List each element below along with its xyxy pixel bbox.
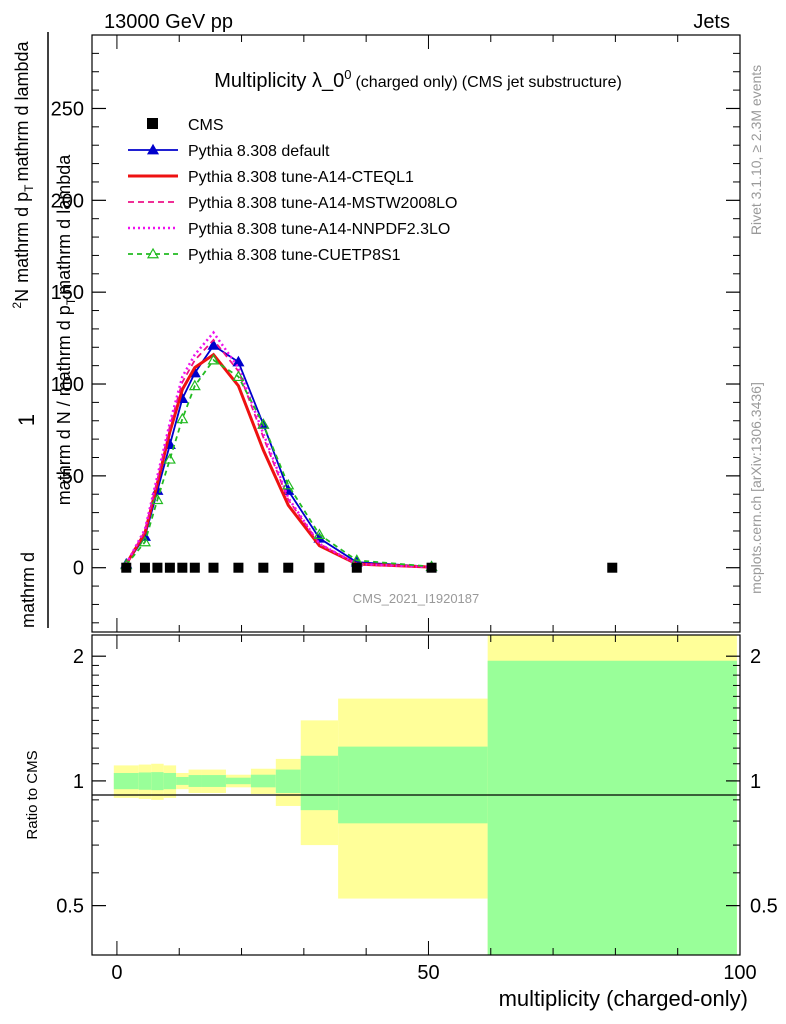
ratio-band-green-9: [275, 769, 301, 793]
ytick-label-1: 50: [62, 466, 84, 488]
series-5-point-3: [163, 453, 176, 464]
series-line-1: [125, 344, 432, 568]
ratio-band-green-11: [338, 746, 488, 824]
cms-point-4: [177, 562, 188, 573]
series-1-point-6: [207, 339, 220, 350]
legend-item-3: Pythia 8.308 tune-A14-MSTW2008LO: [128, 195, 457, 212]
legend-label-5: Pythia 8.308 tune-CUETP8S1: [188, 247, 401, 264]
series-5-point-5: [188, 379, 201, 391]
legend-marker-cms: [147, 118, 158, 129]
plot-title: Multiplicity λ_00 (charged only) (CMS jet …: [214, 67, 622, 92]
cms-point-3: [164, 562, 175, 573]
cms-point-2: [152, 562, 163, 573]
series-5-point-8: [257, 418, 270, 429]
ratio-ytick-label-left-2: 2: [73, 646, 84, 668]
xtick-label-2: 100: [723, 962, 756, 984]
main-frame: [91, 34, 741, 633]
series-5-point-1: [138, 535, 151, 547]
ratio-band-green-4: [176, 776, 189, 785]
ratio-band-green-3: [163, 772, 177, 790]
rivet-label: Rivet 3.1.10, ≥ 2.3M events: [748, 65, 764, 235]
ratio-ytick-label-right-0: 0.5: [750, 896, 778, 918]
ytick-label-0: 0: [73, 558, 84, 580]
ratio-ytick-label-right-2: 2: [750, 646, 761, 668]
series-5-point-7: [232, 370, 245, 382]
ratio-band-green-6: [201, 775, 226, 787]
x-axis-label: multiplicity (charged-only): [499, 986, 748, 1011]
legend-label-4: Pythia 8.308 tune-A14-NNPDF2.3LO: [188, 221, 450, 238]
ratio-band-green-12: [487, 660, 737, 955]
watermark: CMS_2021_I1920187: [353, 591, 480, 606]
ratio-ytick-label-left-0: 0.5: [56, 896, 84, 918]
legend-item-1: Pythia 8.308 default: [128, 143, 330, 160]
ratio-band-green-7: [225, 777, 251, 785]
cms-point-9: [283, 562, 294, 573]
ratio-ytick-label-left-1: 1: [73, 771, 84, 793]
legend-item-5: Pythia 8.308 tune-CUETP8S1: [128, 247, 401, 264]
legend-marker-1: [146, 143, 160, 155]
series-5-point-10: [313, 528, 326, 539]
header-right: Jets: [693, 11, 730, 33]
legend: CMS Pythia 8.308 default Pythia 8.308 tune…: [128, 117, 457, 264]
ratio-axis-ticks: 0.5 0.5 1 1 2 2 0 50 100: [56, 635, 778, 984]
ytick-label-5: 250: [51, 98, 84, 120]
ratio-band-green-10: [300, 755, 339, 811]
ratio-band-green-0: [113, 772, 139, 790]
series-line-2: [124, 352, 432, 569]
ytick-label-3: 150: [51, 282, 84, 304]
cms-point-10: [314, 562, 325, 573]
ratio-ytick-label-right-1: 1: [750, 771, 761, 793]
header-left: 13000 GeV pp: [104, 11, 233, 33]
ratio-band-green-2: [151, 772, 164, 791]
cms-point-5: [189, 562, 200, 573]
svg-text:2Nmathrm d pTmathrm d lambda: 2Nmathrm d pTmathrm d lambda: [10, 40, 36, 308]
main-series: [120, 330, 618, 573]
series-5-point-4: [176, 412, 189, 424]
series-1-point-7: [232, 355, 245, 367]
legend-label-1: Pythia 8.308 default: [188, 143, 330, 160]
ratio-band-green-8: [250, 774, 276, 788]
legend-item-4: Pythia 8.308 tune-A14-NNPDF2.3LO: [128, 221, 450, 238]
cms-point-6: [208, 562, 219, 573]
ytick-label-4: 200: [51, 190, 84, 212]
ratio-band-green-1: [138, 772, 152, 790]
legend-label-3: Pythia 8.308 tune-A14-MSTW2008LO: [188, 195, 457, 212]
series-line-5: [125, 358, 432, 568]
legend-marker-5: [146, 247, 160, 259]
svg-text:mathrm d: mathrm d: [18, 552, 38, 628]
legend-item-2: Pythia 8.308 tune-A14-CTEQL1: [128, 169, 414, 186]
legend-item-0: CMS: [147, 117, 224, 134]
cms-point-13: [607, 562, 618, 573]
xtick-label-0: 0: [111, 962, 122, 984]
y-axis-label: 1 mathrm d mathrm d N / mathrm d pTmathr…: [14, 32, 78, 628]
y-axis-label-numerator: 2Nmathrm d pTmathrm d lambda: [10, 40, 36, 308]
legend-label-0: CMS: [188, 117, 224, 134]
ratio-y-label: Ratio to CMS: [24, 750, 41, 839]
svg-text:mathrm d N / mathrm d pTmathrm: mathrm d N / mathrm d pTmathrm d lambda: [54, 154, 78, 505]
ratio-band-green-5: [188, 775, 202, 787]
cms-point-8: [258, 562, 269, 573]
mcplots-label: mcplots.cern.ch [arXiv:1306.3436]: [748, 382, 764, 594]
cms-point-1: [139, 562, 150, 573]
svg-text:1: 1: [14, 414, 39, 426]
series-5-point-9: [282, 478, 295, 490]
series-5-point-2: [151, 493, 164, 505]
ytick-label-2: 100: [51, 374, 84, 396]
main-axis-ticks: 0 50 100 150 200 250: [51, 35, 741, 632]
cms-point-7: [233, 562, 244, 573]
cms-point-11: [351, 562, 362, 573]
series-line-3: [125, 338, 432, 569]
series-line-4: [125, 330, 432, 569]
legend-label-2: Pythia 8.308 tune-A14-CTEQL1: [188, 169, 414, 186]
series-5-point-6: [207, 353, 220, 365]
cms-point-12: [426, 562, 437, 573]
cms-point-0: [121, 562, 132, 573]
xtick-label-1: 50: [417, 962, 439, 984]
ratio-frame: [91, 634, 741, 956]
